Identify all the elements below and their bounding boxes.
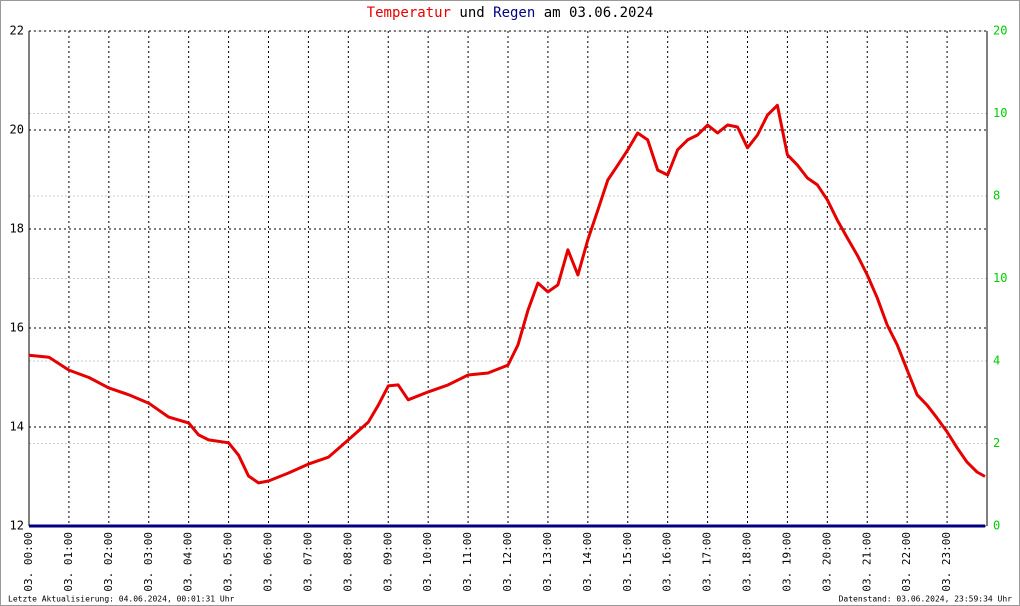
x-tick-label: 03. 20:00 (820, 532, 833, 592)
y-tick-label: 22 (10, 24, 24, 38)
x-tick-label: 03. 23:00 (940, 532, 953, 592)
data-line (28, 103, 986, 485)
x-tick-label: 03. 06:00 (262, 532, 275, 592)
y2-tick-label: 20 (993, 24, 1007, 38)
x-tick-label: 03. 22:00 (900, 532, 913, 592)
x-tick-label: 03. 05:00 (222, 532, 235, 592)
title-series-2: Regen (493, 5, 535, 21)
x-tick-label: 03. 16:00 (661, 532, 674, 592)
y-tick-label: 18 (10, 222, 24, 236)
x-tick-label: 03. 12:00 (501, 532, 514, 592)
title-middle: und (459, 5, 484, 21)
x-tick-label: 03. 02:00 (102, 532, 115, 592)
x-tick-label: 03. 15:00 (621, 532, 634, 592)
footer-right: Datenstand: 03.06.2024, 23:59:34 Uhr (839, 595, 1013, 604)
x-tick-label: 03. 07:00 (301, 532, 314, 592)
y2-tick-label: 10 (993, 271, 1007, 285)
x-tick-label: 03. 18:00 (741, 532, 754, 592)
x-tick-label: 03. 19:00 (780, 532, 793, 592)
y2-tick-label: 0 (993, 519, 1000, 533)
title-end: am 03.06.2024 (544, 5, 654, 21)
x-tick-label: 03. 11:00 (461, 532, 474, 592)
x-tick-label: 03. 04:00 (182, 532, 195, 592)
y2-tick-label: 4 (993, 354, 1000, 368)
footer-left: Letzte Aktualisierung: 04.06.2024, 00:01… (8, 595, 235, 604)
x-tick-label: 03. 14:00 (581, 532, 594, 592)
chart-title: Temperatur und Regen am 03.06.2024 (367, 5, 654, 21)
y-tick-label: 16 (10, 321, 24, 335)
x-tick-label: 03. 13:00 (541, 532, 554, 592)
y2-tick-label: 8 (993, 189, 1000, 203)
title-series-1: Temperatur (367, 5, 451, 21)
x-tick-label: 03. 17:00 (701, 532, 714, 592)
y-tick-label: 12 (10, 519, 24, 533)
x-tick-label: 03. 00:00 (22, 532, 35, 592)
x-tick-label: 03. 01:00 (62, 532, 75, 592)
y-tick-label: 14 (10, 420, 24, 434)
x-tick-label: 03. 10:00 (421, 532, 434, 592)
x-tick-label: 03. 21:00 (860, 532, 873, 592)
x-tick-label: 03. 08:00 (341, 532, 354, 592)
y-tick-label: 20 (10, 123, 24, 137)
y2-tick-label: 2 (993, 436, 1000, 450)
y2-tick-label: 10 (993, 106, 1007, 120)
x-tick-label: 03. 03:00 (142, 532, 155, 592)
x-tick-label: 03. 09:00 (381, 532, 394, 592)
